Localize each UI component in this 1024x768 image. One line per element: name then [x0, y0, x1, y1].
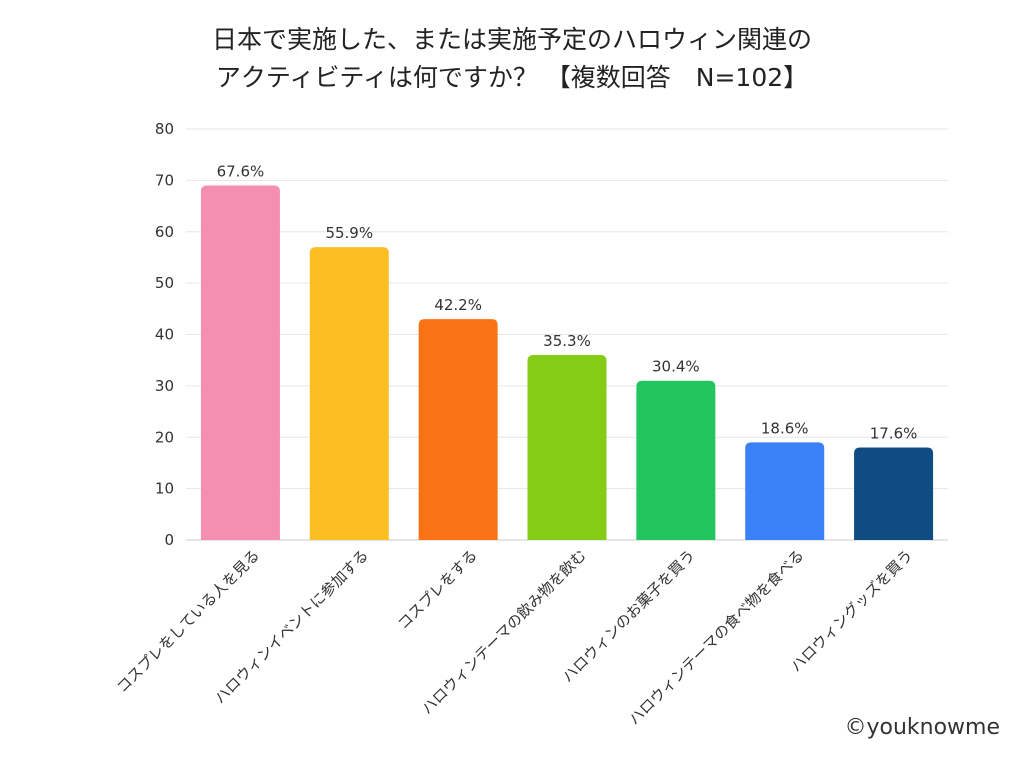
bar-2 — [309, 247, 389, 540]
y-tick-label: 0 — [164, 531, 174, 549]
category-label-6: ハロウィンテーマの食べ物を食べる — [625, 546, 807, 728]
category-label-7: ハロウィングッズを買う — [787, 546, 916, 675]
bar-7 — [854, 447, 934, 540]
bar-4 — [527, 355, 607, 540]
chart-title-line-1: 日本で実施した、または実施予定のハロウィン関連の — [212, 25, 812, 54]
bar-3 — [418, 319, 498, 540]
chart-title-line-2: アクティビティは何ですか？ 【複数回答 N=102】 — [216, 63, 808, 92]
data-label-7: 17.6% — [870, 425, 918, 443]
data-label-1: 67.6% — [217, 163, 265, 181]
y-axis-ticks: 0 10 20 30 40 50 60 70 80 — [155, 120, 174, 549]
data-label-3: 42.2% — [434, 296, 482, 314]
chart-title: 日本で実施した、または実施予定のハロウィン関連の アクティビティは何ですか？ 【… — [212, 25, 812, 92]
y-tick-label: 80 — [155, 120, 174, 138]
y-tick-label: 60 — [155, 223, 174, 241]
data-label-2: 55.9% — [325, 224, 373, 242]
data-label-4: 35.3% — [543, 332, 591, 350]
y-tick-label: 50 — [155, 274, 174, 292]
bar-6 — [745, 442, 825, 540]
y-tick-label: 30 — [155, 377, 174, 395]
data-label-5: 30.4% — [652, 358, 700, 376]
category-label-3: コスプレをする — [394, 546, 481, 633]
bar-1 — [200, 185, 280, 540]
credit-text: ©youknowme — [844, 715, 1000, 740]
y-tick-label: 20 — [155, 428, 174, 446]
bars — [200, 185, 934, 540]
data-label-6: 18.6% — [761, 419, 809, 437]
y-tick-label: 70 — [155, 171, 174, 189]
y-tick-label: 10 — [155, 480, 174, 498]
bar-5 — [636, 380, 716, 540]
data-labels: 67.6% 55.9% 42.2% 35.3% 30.4% 18.6% 17.6% — [217, 163, 918, 443]
y-tick-label: 40 — [155, 326, 174, 344]
